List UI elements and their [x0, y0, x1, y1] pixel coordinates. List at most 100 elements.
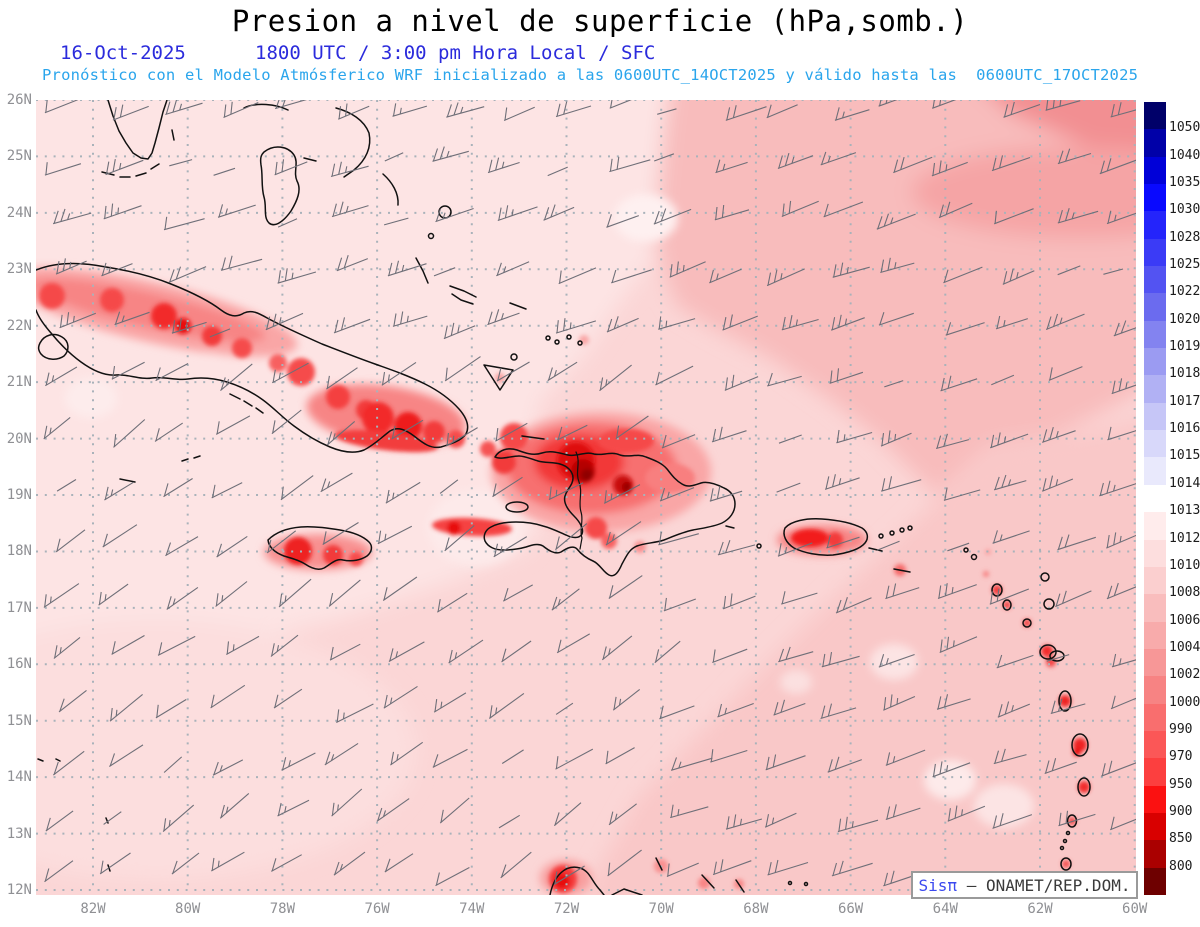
wind-barb: [216, 543, 223, 557]
wind-barb: [437, 599, 441, 612]
coast-puerto-rico: [783, 518, 869, 556]
wind-barb: [1045, 97, 1049, 111]
wind-barb: [1106, 535, 1110, 548]
wind-barb: [609, 811, 614, 825]
wind-barb: [102, 524, 138, 548]
wind-barb: [709, 268, 742, 284]
wind-barb: [1007, 479, 1012, 486]
wind-barb: [947, 805, 986, 822]
wind-barb: [660, 487, 666, 501]
wind-barb: [890, 870, 895, 884]
colorbar-label-1018: 1018: [1169, 366, 1200, 382]
wind-barb: [66, 312, 70, 325]
wind-barb: [995, 318, 1028, 330]
wind-barb: [883, 872, 889, 886]
wind-barb: [777, 155, 814, 170]
wind-barb: [498, 207, 502, 221]
wind-barb: [493, 536, 528, 558]
wind-barb: [724, 707, 728, 715]
wind-barb: [780, 273, 783, 280]
wind-barb: [1050, 703, 1086, 715]
wind-barb: [715, 206, 718, 220]
wind-barb: [385, 858, 391, 872]
wind-barb: [939, 636, 978, 654]
wind-barb: [1057, 536, 1096, 551]
colorbar-segment-13: [1144, 457, 1166, 486]
wind-barb: [1001, 748, 1006, 762]
lon-label-76W: 76W: [364, 901, 390, 917]
wind-barb: [548, 367, 553, 381]
wind-barb: [114, 311, 150, 326]
wind-barb: [666, 491, 670, 499]
wind-barb: [387, 263, 427, 277]
wind-barb: [993, 530, 998, 544]
wind-barb: [49, 596, 52, 603]
wind-barb: [211, 851, 245, 872]
wind-barb: [500, 851, 532, 879]
wind-barb: [331, 205, 369, 218]
wind-barb: [345, 205, 349, 213]
wind-barb: [777, 542, 813, 557]
coast-virgin-1: [878, 533, 884, 539]
wind-barb: [213, 761, 219, 775]
wind-barb: [210, 694, 215, 708]
wind-barb: [503, 266, 507, 273]
wind-barb: [784, 152, 790, 166]
wind-barb: [710, 749, 748, 763]
wind-barb: [606, 214, 612, 228]
wind-barb: [331, 163, 336, 177]
wind-barb: [266, 316, 271, 330]
wind-barb: [605, 521, 642, 546]
wind-barb: [386, 489, 390, 503]
wind-barb: [879, 654, 885, 667]
wind-barb: [225, 208, 228, 215]
wind-barb: [497, 206, 538, 222]
wind-barb: [339, 863, 344, 871]
wind-barb: [333, 318, 371, 334]
wind-barb: [547, 166, 568, 177]
wind-barb: [835, 597, 872, 614]
colorbar-label-800: 800: [1169, 858, 1193, 874]
coast-turks-1: [545, 335, 551, 341]
wind-barb: [166, 596, 172, 610]
wind-barb: [1003, 103, 1041, 118]
wind-barb: [722, 595, 756, 610]
wind-barb: [112, 366, 116, 379]
wind-barb: [171, 852, 200, 875]
wind-barb: [778, 543, 782, 556]
colorbar-segment-16: [1144, 539, 1166, 568]
wind-barb: [999, 534, 1003, 541]
coast-turks-2: [554, 339, 560, 345]
wind-barb: [943, 269, 949, 283]
colorbar-label-1013: 1013: [1169, 503, 1200, 519]
wind-barb: [384, 152, 404, 162]
wind-barb-layer: [43, 90, 1150, 887]
wind-barb: [1055, 430, 1059, 438]
colorbar-segment-9: [1144, 348, 1166, 376]
wind-barb: [281, 752, 316, 771]
wind-barb: [771, 817, 775, 825]
wind-barb: [511, 209, 514, 216]
lon-label-74W: 74W: [459, 901, 485, 917]
wind-barb: [166, 586, 199, 610]
wind-barb: [719, 426, 723, 440]
wind-barb: [892, 756, 896, 763]
wind-barb: [164, 216, 168, 230]
wind-barb: [342, 712, 345, 719]
wind-barb: [714, 209, 750, 221]
wind-barb: [496, 262, 502, 276]
wind-barb: [332, 433, 336, 440]
wind-barb: [331, 788, 363, 817]
wind-barb: [399, 107, 402, 115]
wind-barb: [885, 807, 921, 821]
wind-barb: [1002, 270, 1035, 285]
wind-barb: [338, 106, 342, 119]
wind-barb: [448, 649, 453, 663]
wind-barb: [669, 264, 673, 277]
wind-barb: [556, 103, 561, 117]
coast-florida: [107, 99, 168, 160]
wind-barb: [557, 426, 563, 440]
wind-barb: [382, 576, 418, 601]
wind-barb: [836, 599, 842, 613]
wind-barb: [937, 696, 942, 710]
